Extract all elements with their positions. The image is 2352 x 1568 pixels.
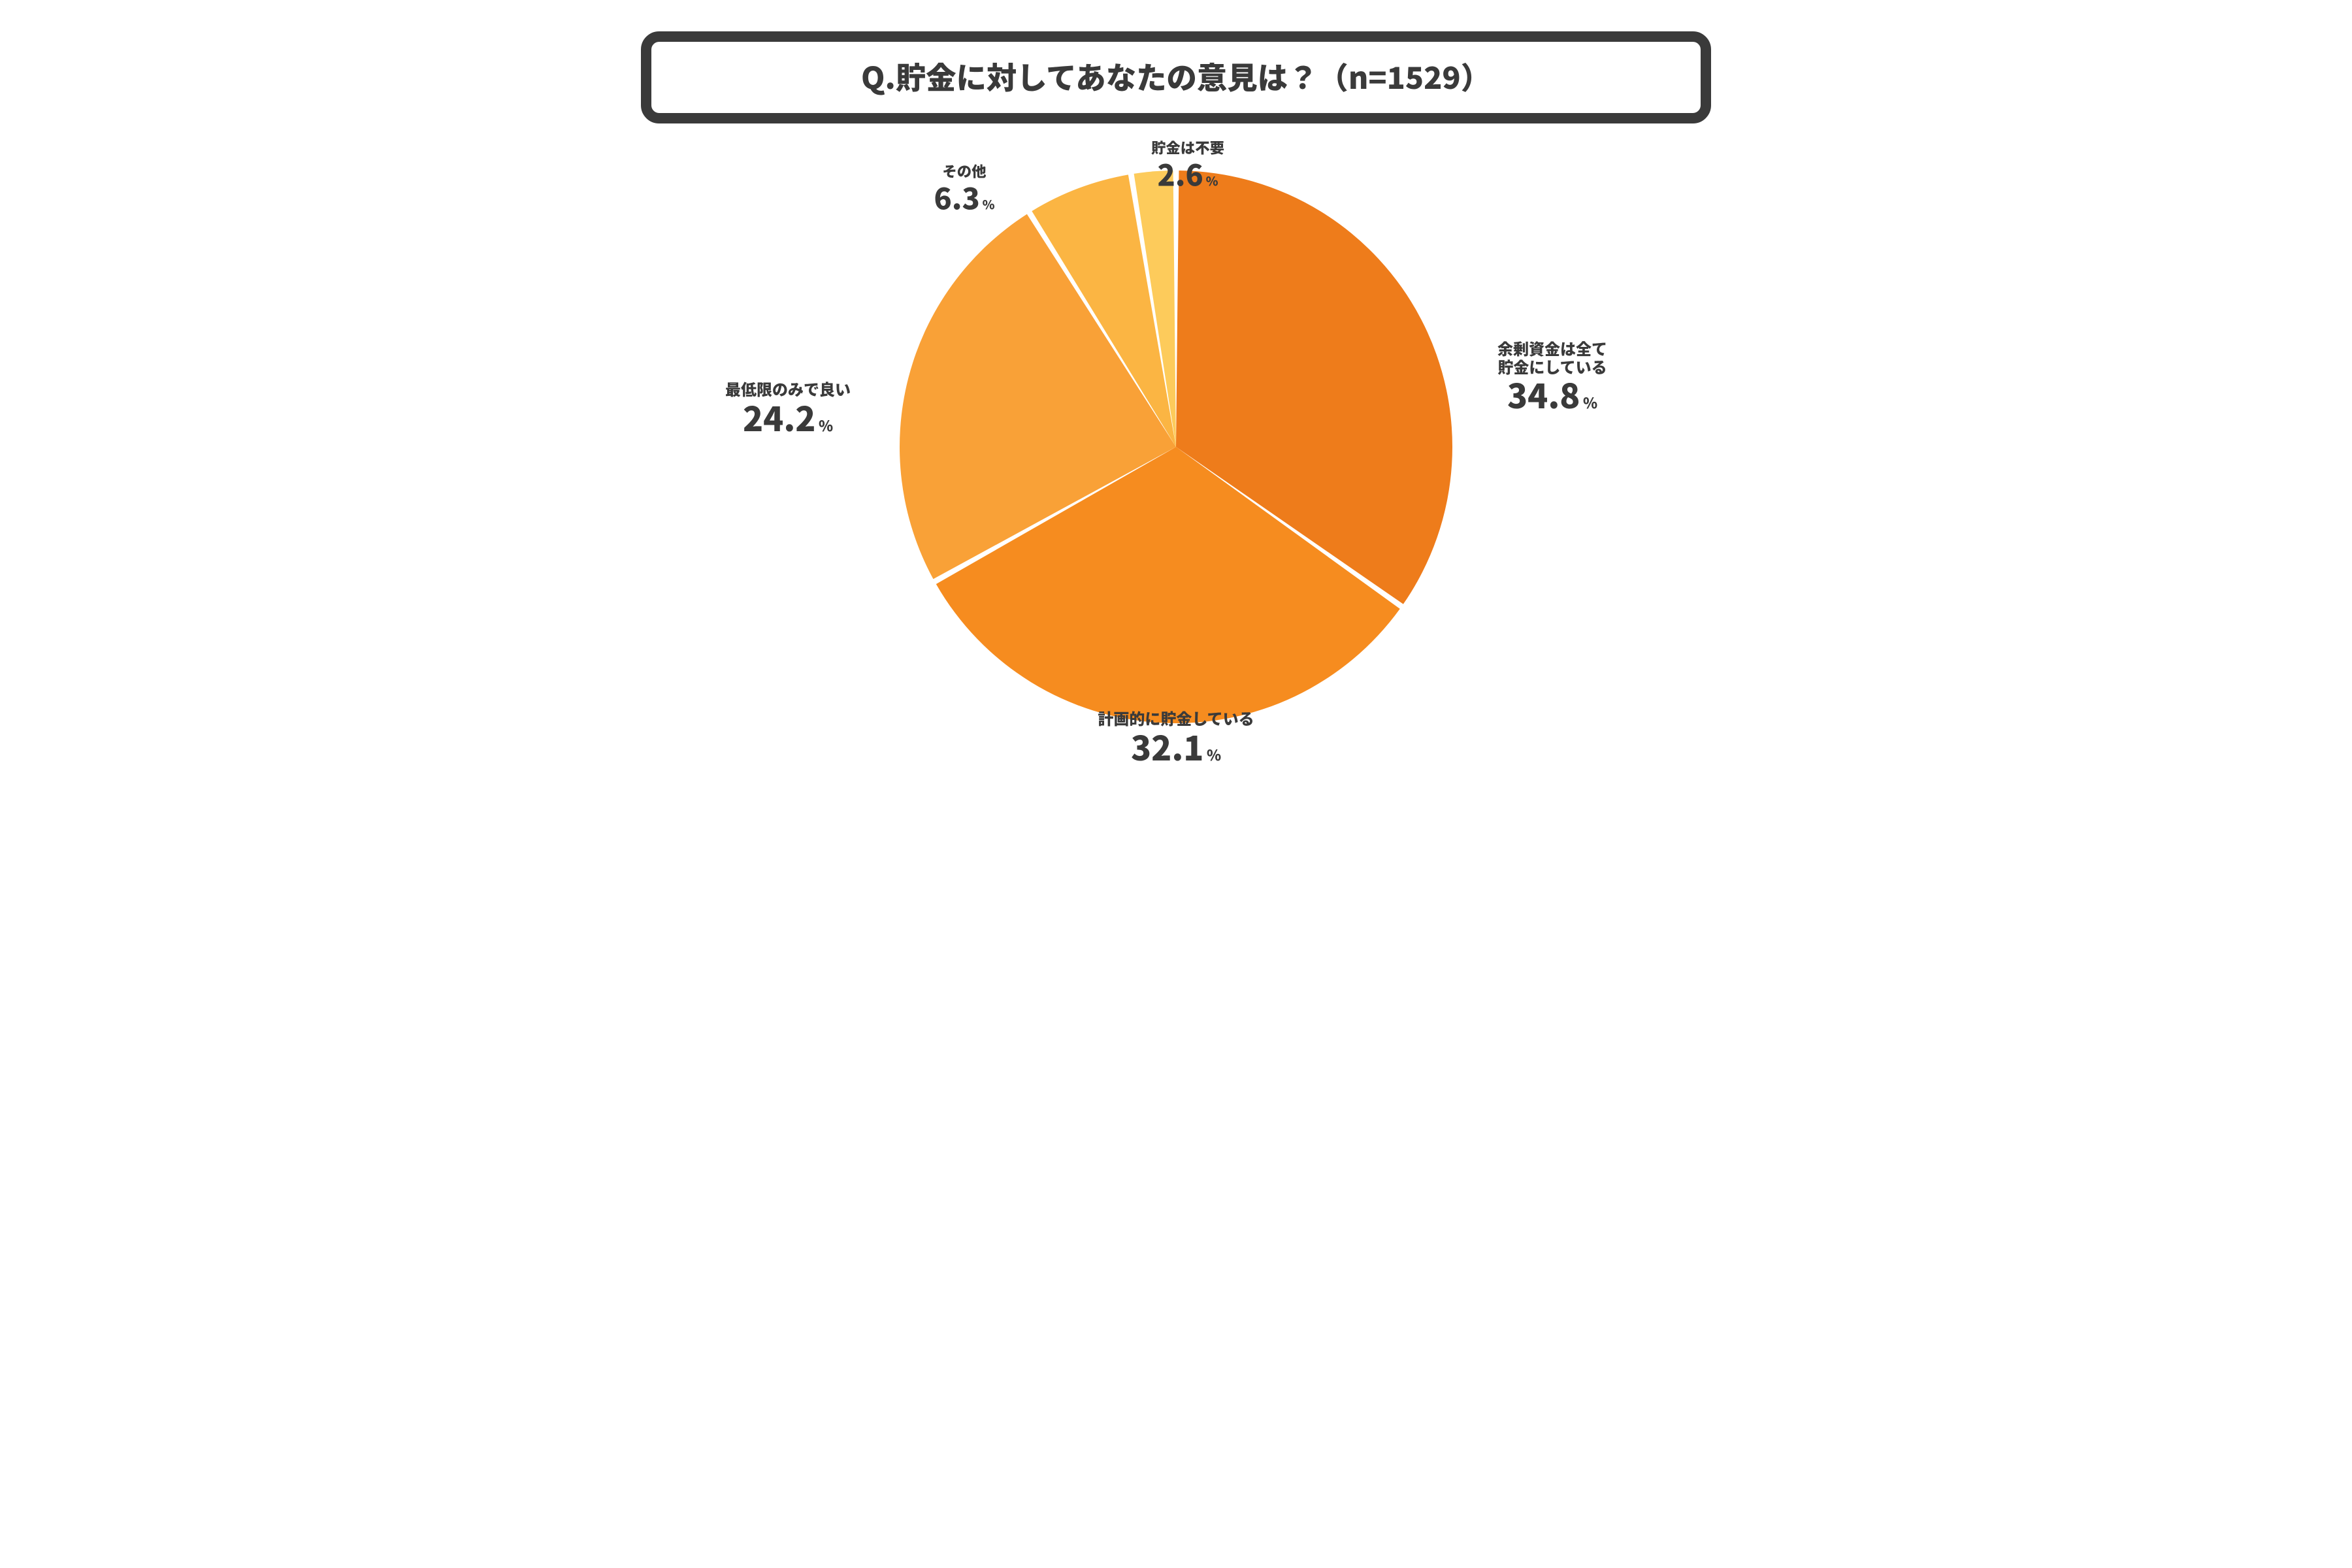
slice-label-0: 余剰資金は全て貯金にしている34.8 %	[1497, 339, 1607, 414]
slice-label-4: 貯金は不要2.6 %	[1151, 139, 1224, 189]
slice-label-2: 最低限のみで良い24.2 %	[725, 380, 851, 436]
pie-chart: 余剰資金は全て貯金にしている34.8 % 計画的に貯金している32.1 % 最低限の…	[588, 0, 1764, 784]
slice-label-value-4: 2.6 %	[1151, 156, 1224, 190]
slice-label-value-0: 34.8 %	[1497, 375, 1607, 414]
slice-label-3: その他6.3 %	[934, 163, 994, 213]
slice-label-value-3: 6.3 %	[934, 180, 994, 214]
slice-label-1: 計画的に貯金している32.1 %	[1098, 709, 1254, 765]
slice-label-value-1: 32.1 %	[1098, 727, 1254, 765]
chart-stage: Q.貯金に対してあなたの意見は？（n=1529） 余剰資金は全て貯金にしている3…	[588, 0, 1764, 784]
slice-label-value-2: 24.2 %	[725, 397, 851, 436]
